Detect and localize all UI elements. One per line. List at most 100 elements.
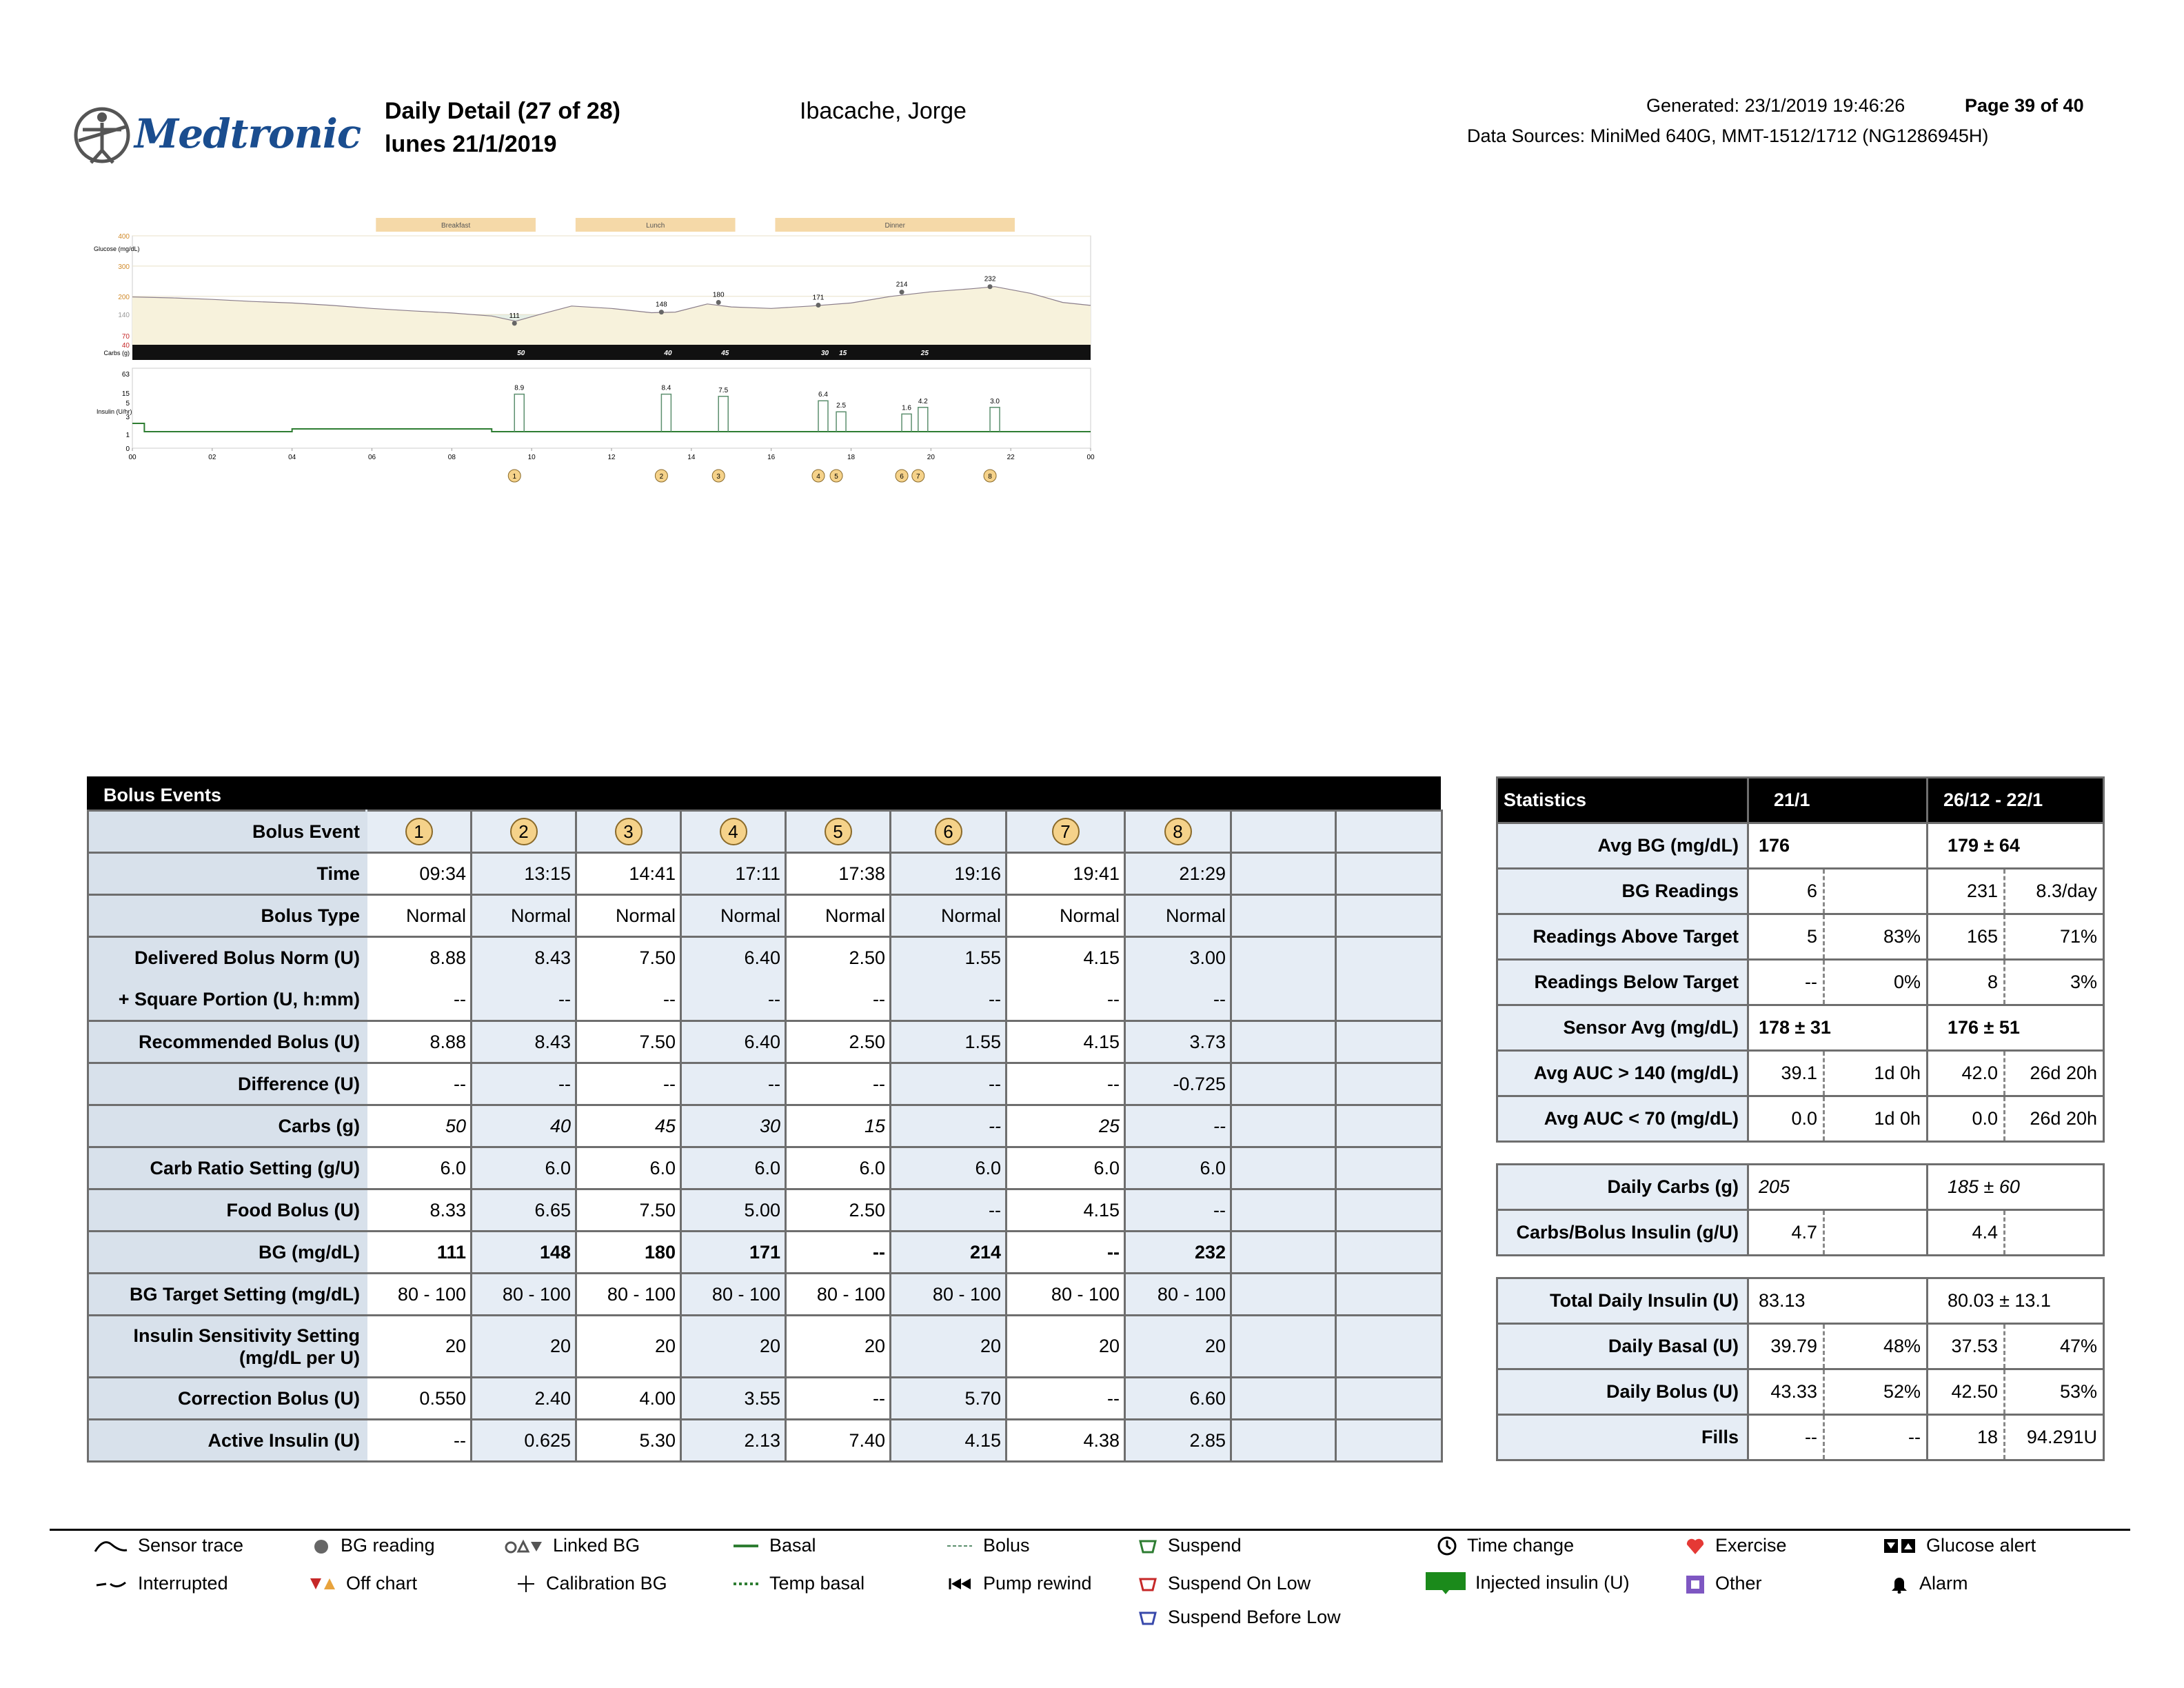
row-label: Difference (U) <box>87 1062 367 1106</box>
medtronic-emblem-icon <box>74 107 130 164</box>
table-cell: 2.85 <box>1124 1418 1232 1463</box>
bolus-event-cell <box>1335 810 1443 854</box>
bolus-event-cell: 7 <box>1005 810 1126 854</box>
table-cell: 0.625 <box>470 1418 577 1463</box>
table-cell: 4.00 <box>575 1376 682 1420</box>
event-marker <box>983 469 997 483</box>
table-cell <box>1335 936 1443 979</box>
table-cell: 5.70 <box>889 1376 1007 1420</box>
table-cell: 6.0 <box>1124 1146 1232 1190</box>
table-cell: 80 - 100 <box>365 1272 472 1316</box>
sensor-trace-line <box>132 286 1091 322</box>
statistics-value: 4.4 <box>1926 1209 2005 1256</box>
legend-divider <box>50 1529 2130 1531</box>
table-cell: 21:29 <box>1124 852 1232 896</box>
table-cell: 6.0 <box>470 1146 577 1190</box>
legend-label: Sensor trace <box>138 1535 244 1556</box>
statistics-value: -- <box>1747 958 1825 1006</box>
bolus-events-table: Bolus Event 1 2 3 4 5 6 7 8 Time 09:34 13:15 14:41 17… <box>87 810 1443 1463</box>
table-cell: Normal <box>889 894 1007 938</box>
table-cell: 20 <box>680 1314 787 1378</box>
glucose-tick-label: 40 <box>122 342 130 350</box>
row-label: Bolus Type <box>87 894 367 938</box>
insulin-plot-frame <box>132 368 1091 449</box>
legend-other: Other <box>1685 1573 1762 1594</box>
table-cell: 3.55 <box>680 1376 787 1420</box>
bolus-value-label: 2.5 <box>836 402 846 410</box>
legend-label: Injected insulin (U) <box>1475 1571 1630 1593</box>
table-cell: 1.55 <box>889 1020 1007 1064</box>
table-cell: 20 <box>785 1314 891 1378</box>
table-cell <box>1230 1230 1337 1274</box>
table-row: BG Target Setting (mg/dL) 80 - 100 80 - 10… <box>87 1272 1443 1316</box>
glucose-alert-icon <box>1884 1538 1915 1553</box>
bg-reading-point <box>816 303 821 308</box>
event-marker-label: 1 <box>512 473 516 481</box>
statistics-row: Daily Carbs (g) 205 185 ± 60 <box>1496 1163 2105 1211</box>
table-cell: -- <box>785 1230 891 1274</box>
table-cell: 214 <box>889 1230 1007 1274</box>
statistics-range-column: 26/12 - 22/1 <box>1926 776 2105 824</box>
table-cell: 2.40 <box>470 1376 577 1420</box>
statistics-table-carbs: Daily Carbs (g) 205 185 ± 60 Carbs/Bolus In… <box>1496 1163 2105 1256</box>
glucose-tick-label: 200 <box>118 294 130 301</box>
table-cell: 148 <box>470 1230 577 1274</box>
table-cell: 15 <box>785 1104 891 1148</box>
bolus-mark <box>989 407 1000 432</box>
statistics-day-value: 178 ± 31 <box>1747 1004 1928 1052</box>
statistics-value: 231 <box>1926 867 2005 915</box>
legend-label: Suspend On Low <box>1168 1573 1311 1594</box>
table-cell: 8.43 <box>470 1020 577 1064</box>
statistics-label: Daily Basal (U) <box>1496 1323 1749 1370</box>
bolus-value-label: 4.2 <box>918 398 928 405</box>
table-cell: 80 - 100 <box>470 1272 577 1316</box>
table-cell <box>1335 1376 1443 1420</box>
x-tick-label: 00 <box>128 454 136 461</box>
statistics-row: Sensor Avg (mg/dL) 178 ± 31 176 ± 51 <box>1496 1004 2105 1052</box>
row-label: Carb Ratio Setting (g/U) <box>87 1146 367 1190</box>
legend-injected-insulin: Injected insulin (U) <box>1426 1571 1630 1594</box>
legend-label: Off chart <box>346 1573 418 1594</box>
table-cell: 8.88 <box>365 1020 472 1064</box>
statistics-label: Total Daily Insulin (U) <box>1496 1277 1749 1325</box>
row-label: Time <box>87 852 367 896</box>
table-cell: Normal <box>1005 894 1126 938</box>
row-label: + Square Portion (U, h:mm) <box>87 978 367 1022</box>
carbs-value: 30 <box>821 350 829 357</box>
row-label: Food Bolus (U) <box>87 1188 367 1232</box>
table-cell <box>1335 1062 1443 1106</box>
bolus-line-icon <box>947 1545 972 1547</box>
row-label: Recommended Bolus (U) <box>87 1020 367 1064</box>
legend-linked-bg: Linked BG <box>505 1535 640 1556</box>
x-tick-label: 02 <box>208 454 216 461</box>
table-cell <box>1230 1272 1337 1316</box>
statistics-value: 39.1 <box>1747 1049 1825 1097</box>
table-cell: 3.73 <box>1124 1020 1232 1064</box>
table-cell: 6.0 <box>680 1146 787 1190</box>
table-cell: -- <box>680 1062 787 1106</box>
table-cell <box>1230 1146 1337 1190</box>
table-cell: -- <box>1124 1188 1232 1232</box>
table-cell: 13:15 <box>470 852 577 896</box>
row-label: Correction Bolus (U) <box>87 1376 367 1420</box>
calibration-bg-icon <box>518 1575 534 1592</box>
event-marker-label: 6 <box>900 473 904 481</box>
table-cell: Normal <box>680 894 787 938</box>
table-cell: 14:41 <box>575 852 682 896</box>
glucose-tick-label: 70 <box>122 333 130 341</box>
event-marker-label: 5 <box>834 473 838 481</box>
legend-label: Pump rewind <box>983 1573 1092 1594</box>
carbs-value: 50 <box>517 350 525 357</box>
table-cell: -- <box>365 1062 472 1106</box>
statistics-heading: Statistics <box>1496 776 1749 824</box>
bolus-mark <box>718 396 729 432</box>
statistics-label: Sensor Avg (mg/dL) <box>1496 1004 1749 1052</box>
table-cell: 20 <box>1005 1314 1126 1378</box>
suspend-on-low-icon <box>1139 1578 1157 1591</box>
legend-basal: Basal <box>732 1535 816 1556</box>
statistics-value: 26d 20h <box>2004 1095 2105 1143</box>
statistics-value: 1d 0h <box>1823 1049 1928 1097</box>
row-label: BG Target Setting (mg/dL) <box>87 1272 367 1316</box>
statistics-value: 52% <box>1823 1368 1929 1416</box>
bg-reading-point <box>899 290 904 295</box>
